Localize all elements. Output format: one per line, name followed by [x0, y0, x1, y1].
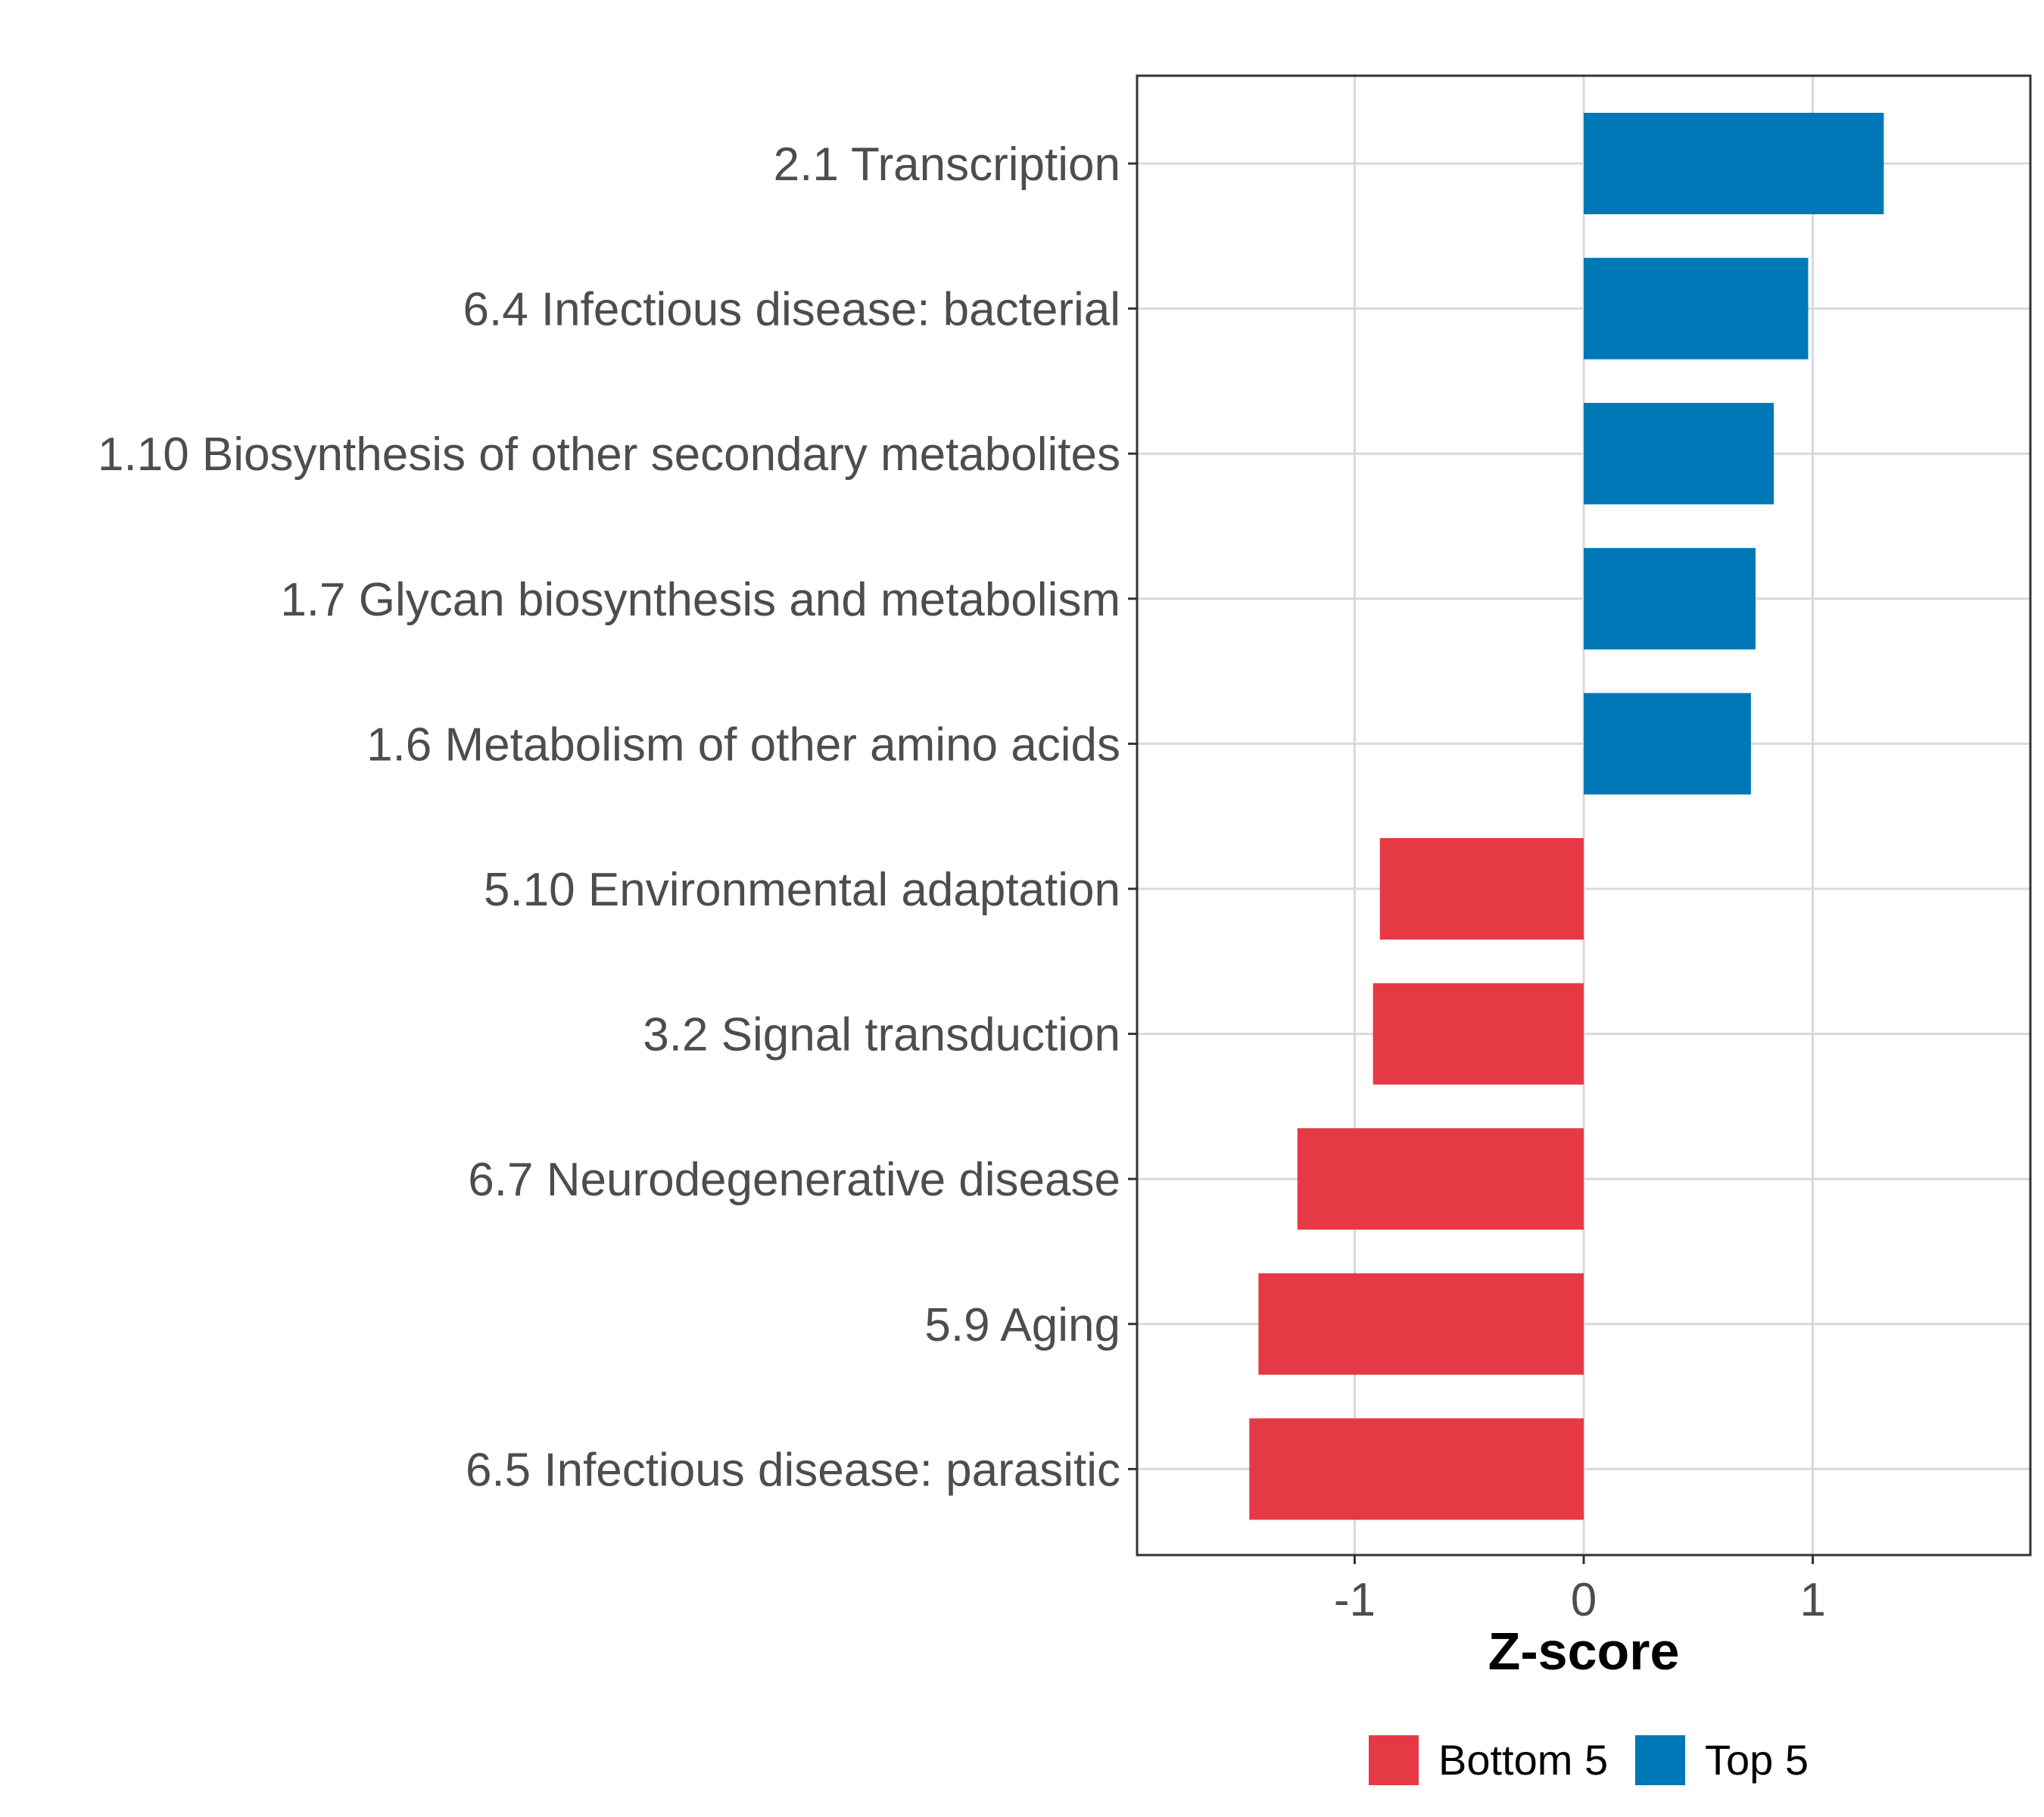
y-tick-label: 3.2 Signal transduction — [643, 1009, 1120, 1061]
y-tick-label: 6.5 Infectious disease: parasitic — [466, 1444, 1120, 1496]
x-tick-label: -1 — [1334, 1574, 1376, 1626]
y-tick-label: 2.1 Transcription — [774, 139, 1120, 191]
bar — [1258, 1273, 1584, 1375]
bar — [1584, 403, 1774, 505]
x-axis: -1 0 1 — [1334, 1555, 1826, 1626]
legend-label: Bottom 5 — [1438, 1736, 1608, 1784]
bar — [1249, 1418, 1584, 1520]
y-tick-label: 1.7 Glycan biosynthesis and metabolism — [280, 574, 1120, 626]
bars — [1249, 113, 1884, 1520]
bar — [1584, 113, 1884, 214]
x-axis-title: Z-score — [1488, 1622, 1680, 1681]
y-axis: 2.1 Transcription 6.4 Infectious disease:… — [98, 139, 1137, 1496]
bar — [1373, 983, 1584, 1085]
legend-label: Top 5 — [1705, 1736, 1809, 1784]
bar — [1584, 547, 1756, 650]
bar — [1297, 1128, 1584, 1230]
x-tick-label: 0 — [1571, 1574, 1597, 1626]
y-tick-label: 1.6 Metabolism of other amino acids — [366, 718, 1120, 771]
legend-key — [1635, 1735, 1685, 1785]
y-tick-label: 5.9 Aging — [924, 1299, 1120, 1351]
y-tick-label: 5.10 Environmental adaptation — [484, 864, 1120, 916]
y-tick-label: 1.10 Biosynthesis of other secondary met… — [98, 429, 1120, 481]
legend-key — [1369, 1735, 1419, 1785]
legend: Bottom 5 Top 5 — [1369, 1735, 1809, 1785]
bar — [1584, 693, 1751, 795]
y-tick-label: 6.4 Infectious disease: bacterial — [463, 284, 1120, 336]
x-tick-label: 1 — [1799, 1574, 1825, 1626]
bar — [1379, 838, 1584, 940]
y-tick-label: 6.7 Neurodegenerative disease — [468, 1154, 1120, 1206]
bar — [1584, 257, 1809, 360]
